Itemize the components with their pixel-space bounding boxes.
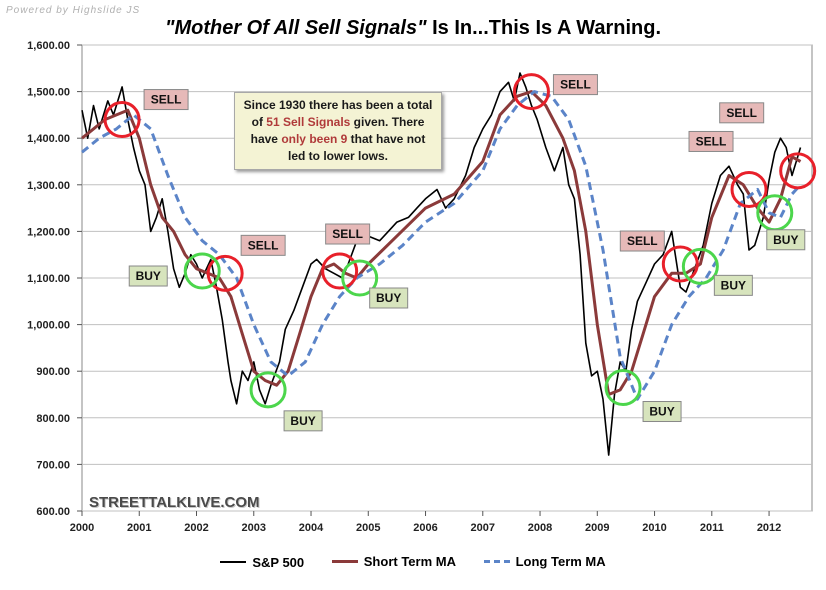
- legend-item-long-ma[interactable]: Long Term MA: [483, 554, 606, 569]
- watermark: STREETTALKLIVE.COM: [89, 494, 260, 511]
- y-tick-label: 1,300.00: [27, 180, 70, 192]
- sell-circle: [730, 170, 768, 208]
- legend-item-sp500[interactable]: S&P 500: [220, 555, 304, 570]
- y-tick-label: 1,000.00: [27, 320, 70, 332]
- sell-label-box: [325, 223, 371, 245]
- highslide-credit: Powered by Highslide JS: [6, 5, 141, 16]
- y-tick-label: 1,500.00: [27, 87, 70, 99]
- sell-label-box: [552, 74, 598, 96]
- series-long-ma: [81, 90, 802, 401]
- buy-label-box: [713, 274, 753, 296]
- x-tick-label: 2005: [356, 522, 380, 534]
- sell-circle: [512, 73, 550, 111]
- x-tick-label: 2010: [642, 522, 666, 534]
- buy-label-box: [128, 265, 168, 287]
- chart-title-quoted: "Mother Of All Sell Signals": [164, 17, 427, 39]
- sell-circle: [661, 245, 699, 283]
- chart-title-rest: Is In...This Is A Warning.: [426, 17, 662, 39]
- sell-label-box: [619, 230, 665, 252]
- sell-label: SELL: [726, 106, 757, 120]
- chart-title: "Mother Of All Sell Signals" Is In...Thi…: [0, 17, 826, 40]
- sell-circle: [206, 254, 244, 292]
- x-tick-label: 2001: [127, 522, 151, 534]
- legend: S&P 500 Short Term MA Long Term MA: [0, 551, 826, 570]
- legend-label-sp500: S&P 500: [252, 554, 305, 570]
- buy-label: BUY: [773, 233, 798, 247]
- legend-item-short-ma[interactable]: Short Term MA: [331, 554, 456, 569]
- sell-label-box: [719, 102, 765, 124]
- buy-circle: [341, 259, 379, 297]
- x-tick-label: 2012: [757, 522, 781, 534]
- sell-circle: [321, 252, 359, 290]
- x-tick-label: 2008: [528, 522, 552, 534]
- y-tick-label: 600.00: [36, 506, 70, 518]
- buy-label: BUY: [136, 269, 161, 283]
- y-tick-label: 1,200.00: [27, 226, 70, 238]
- x-tick-label: 2009: [585, 522, 609, 534]
- sell-circle: [779, 152, 817, 190]
- legend-swatch-sp500: [220, 561, 247, 563]
- sell-circle: [103, 101, 141, 139]
- y-tick-label: 800.00: [36, 413, 70, 425]
- buy-label: BUY: [290, 414, 315, 428]
- x-tick-label: 2007: [471, 522, 495, 534]
- buy-label: BUY: [649, 405, 674, 419]
- buy-label: BUY: [376, 291, 401, 305]
- buy-label: BUY: [721, 278, 746, 292]
- sell-label: SELL: [627, 234, 658, 248]
- legend-swatch-long-ma: [483, 560, 510, 563]
- buy-circle: [183, 252, 221, 290]
- legend-label-long-ma: Long Term MA: [515, 554, 606, 569]
- y-tick-label: 1,600.00: [27, 40, 70, 52]
- sell-label: SELL: [696, 134, 727, 148]
- x-tick-label: 2000: [70, 522, 94, 534]
- x-tick-label: 2004: [299, 522, 324, 534]
- y-tick-label: 1,100.00: [27, 273, 70, 285]
- sell-label: SELL: [151, 93, 182, 107]
- info-box: Since 1930 there has been a total of 51 …: [234, 92, 442, 170]
- buy-label-box: [642, 401, 682, 423]
- sell-label-box: [240, 234, 286, 256]
- info-text-2: given. There have: [250, 115, 425, 146]
- buy-circle: [249, 371, 287, 409]
- info-text-3: that have not led to lower lows.: [287, 132, 426, 163]
- buy-circle: [681, 247, 719, 285]
- x-tick-label: 2003: [242, 522, 266, 534]
- buy-label-box: [283, 410, 323, 432]
- buy-label-box: [766, 229, 806, 251]
- y-tick-label: 700.00: [36, 459, 70, 471]
- info-highlight-51: 51 Sell Signals: [266, 115, 351, 129]
- info-highlight-9: only been 9: [281, 132, 348, 146]
- x-tick-label: 2006: [413, 522, 437, 534]
- sell-label-box: [143, 89, 189, 111]
- series-short-ma: [81, 90, 802, 396]
- sell-label: SELL: [560, 78, 591, 92]
- x-tick-label: 2002: [184, 522, 208, 534]
- info-text-1: Since 1930 there has been a total of: [243, 98, 433, 129]
- buy-circle: [604, 369, 642, 407]
- buy-label-box: [369, 287, 409, 309]
- sell-label: SELL: [332, 227, 363, 241]
- legend-swatch-short-ma: [331, 560, 358, 563]
- legend-label-short-ma: Short Term MA: [363, 554, 456, 569]
- x-tick-label: 2011: [700, 522, 724, 534]
- y-tick-label: 1,400.00: [27, 133, 70, 145]
- sell-label: SELL: [248, 238, 279, 252]
- sell-label-box: [688, 130, 734, 152]
- y-tick-label: 900.00: [36, 366, 70, 378]
